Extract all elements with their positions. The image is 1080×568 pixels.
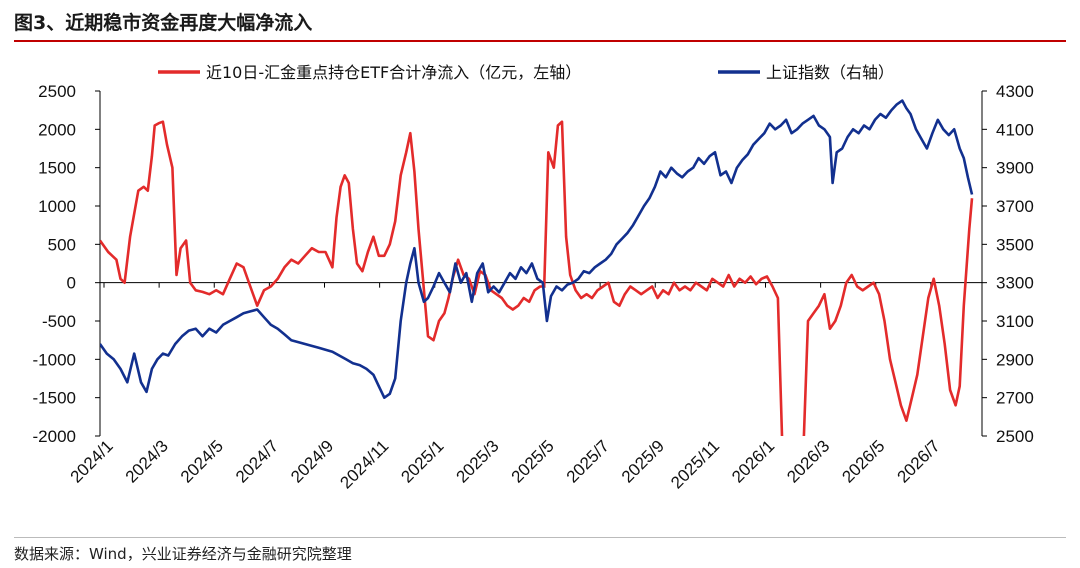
x-tick-label: 2025/11 <box>667 436 723 492</box>
x-tick-label: 2024/3 <box>122 436 172 486</box>
x-tick-label: 2025/5 <box>508 436 558 486</box>
right-y-tick-label: 2500 <box>996 427 1034 446</box>
source-note: 数据来源：Wind，兴业证券经济与金融研究院整理 <box>14 545 352 563</box>
left-y-tick-label: 2000 <box>38 120 76 139</box>
figure-title: 图3、近期稳市资金再度大幅净流入 <box>14 12 313 34</box>
right-y-tick-label: 3100 <box>996 312 1034 331</box>
right-y-tick-label: 4300 <box>996 82 1034 101</box>
right-y-tick-label: 3700 <box>996 197 1034 216</box>
left-y-tick-label: 500 <box>48 235 76 254</box>
right-y-tick-label: 2900 <box>996 350 1034 369</box>
left-y-tick-label: -2000 <box>33 427 76 446</box>
series-line-sse-index <box>100 99 974 400</box>
left-y-tick-label: 1500 <box>38 159 76 178</box>
left-y-tick-label: 1000 <box>38 197 76 216</box>
chart-axes: 2500 2000 1500 1000 500 0 -500 -1000 -1500 -2000 4… <box>33 82 1034 492</box>
legend-label-sse-index: 上证指数（右轴） <box>766 63 894 82</box>
x-tick-label: 2026/1 <box>728 436 778 486</box>
x-tick-label: 2024/9 <box>287 436 337 486</box>
series-line-net-inflow <box>100 120 974 436</box>
x-tick-label: 2026/3 <box>783 436 833 486</box>
right-y-tick-label: 3500 <box>996 235 1034 254</box>
left-y-tick-label: -500 <box>42 312 76 331</box>
left-y-tick-label: 0 <box>67 274 76 293</box>
x-tick-label: 2025/3 <box>452 436 502 486</box>
right-y-tick-label: 4100 <box>996 120 1034 139</box>
left-y-tick-label: 2500 <box>38 82 76 101</box>
x-tick-label: 2026/7 <box>893 436 943 486</box>
x-tick-label: 2025/1 <box>397 436 447 486</box>
legend-label-net-inflow: 近10日-汇金重点持仓ETF合计净流入（亿元，左轴） <box>206 63 581 82</box>
left-y-tick-label: -1000 <box>33 350 76 369</box>
source-divider <box>14 537 1066 538</box>
x-tick-label: 2025/7 <box>563 436 613 486</box>
x-tick-label: 2024/11 <box>336 436 392 492</box>
x-tick-label: 2024/7 <box>232 436 282 486</box>
chart-legend: 近10日-汇金重点持仓ETF合计净流入（亿元，左轴） 上证指数（右轴） <box>158 63 894 82</box>
right-y-tick-label: 3900 <box>996 159 1034 178</box>
title-divider <box>14 40 1066 42</box>
left-y-tick-label: -1500 <box>33 389 76 408</box>
chart-series <box>100 99 974 436</box>
x-tick-label: 2024/5 <box>177 436 227 486</box>
right-y-tick-label: 2700 <box>996 389 1034 408</box>
right-y-tick-label: 3300 <box>996 274 1034 293</box>
x-tick-label: 2026/5 <box>838 436 888 486</box>
x-tick-label: 2025/9 <box>618 436 668 486</box>
